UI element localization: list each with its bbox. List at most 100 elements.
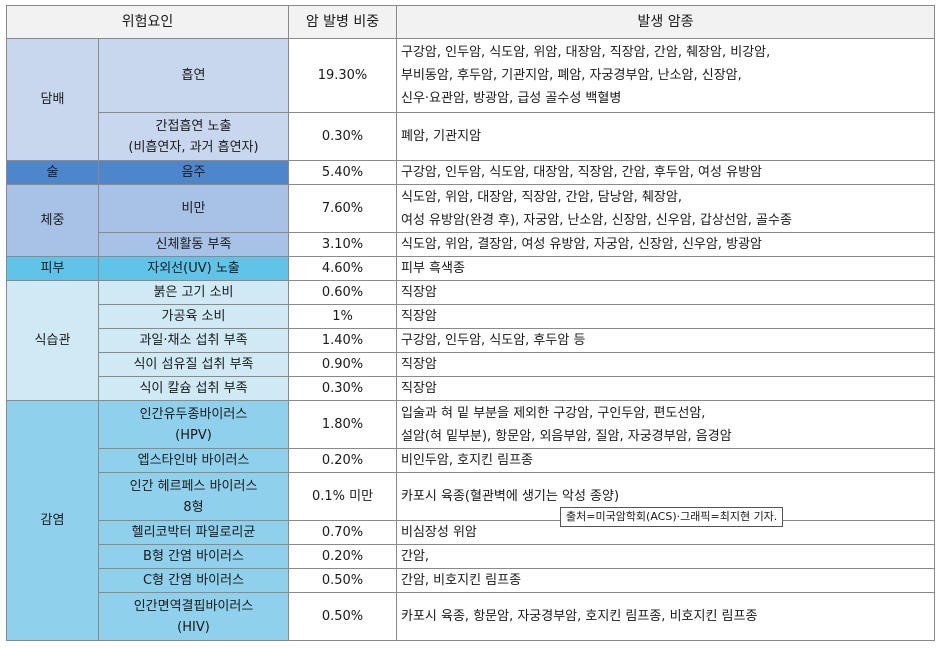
cancer-types-line: 카포시 육종(혈관벽에 생기는 악성 종양) bbox=[401, 489, 620, 504]
ratio-value: 0.20% bbox=[288, 544, 397, 569]
category-alcohol: 술 bbox=[6, 160, 99, 185]
cancer-types: 카포시 육종, 항문암, 자궁경부암, 호지킨 림프종, 비호지킨 림프종 bbox=[396, 592, 935, 641]
cancer-types-line: 직장암 bbox=[401, 285, 437, 300]
risk-factor: 흡연 bbox=[98, 38, 289, 113]
table-row: 인간면역결핍바이러스 (HIV) 0.50% 카포시 육종, 항문암, 자궁경부… bbox=[7, 592, 935, 641]
cancer-types-line: 간암, 비호지킨 림프종 bbox=[401, 573, 522, 588]
table-row: C형 간염 바이러스 0.50% 간암, 비호지킨 림프종 bbox=[7, 568, 935, 593]
risk-factor-line: 8형 bbox=[183, 499, 204, 515]
risk-factor: 붉은 고기 소비 bbox=[98, 280, 289, 305]
table-row: 감염 인간유두종바이러스 (HPV) 1.80% 입술과 혀 밑 부분을 제외한… bbox=[6, 400, 935, 641]
cancer-types-line: 식도암, 위암, 대장암, 직장암, 간암, 담낭암, 췌장암, bbox=[401, 189, 682, 205]
cancer-types: 직장암 bbox=[396, 352, 935, 377]
ratio-value: 0.50% bbox=[288, 592, 397, 641]
cancer-types: 구강암, 인두암, 식도암, 위암, 대장암, 직장암, 간암, 췌장암, 비강… bbox=[396, 38, 935, 113]
cancer-types-line: 직장암 bbox=[401, 309, 437, 324]
cancer-types-line: 부비동암, 후두암, 기관지암, 폐암, 자궁경부암, 난소암, 신장암, bbox=[401, 68, 742, 83]
cancer-types: 입술과 혀 밑 부분을 제외한 구강암, 구인두암, 편도선암, 설암(혀 밑부… bbox=[396, 400, 935, 449]
table-row: 인간 헤르페스 바이러스 8형 0.1% 미만 카포시 육종(혈관벽에 생기는 … bbox=[7, 472, 935, 521]
cancer-types: 식도암, 위암, 결장암, 여성 유방암, 자궁암, 신장암, 신우암, 방광암 bbox=[396, 232, 935, 257]
cancer-types: 간암, 비호지킨 림프종 bbox=[396, 568, 935, 593]
table-row: 과일·채소 섭취 부족 1.40% 구강암, 인두암, 식도암, 후두암 등 bbox=[7, 328, 935, 353]
ratio-value: 3.10% bbox=[288, 232, 397, 257]
category-smoking: 담배 bbox=[6, 38, 99, 161]
cancer-types: 구강암, 인두암, 식도암, 후두암 등 bbox=[396, 328, 935, 353]
header-types: 발생 암종 bbox=[396, 5, 935, 39]
ratio-value: 7.60% bbox=[288, 184, 397, 233]
risk-factor-line: 간접흡연 노출 bbox=[155, 118, 232, 134]
cancer-risk-table: 위험요인 암 발병 비중 발생 암종 담배 흡연 19.30% 구강암, 인두암… bbox=[6, 5, 935, 641]
cancer-types-line: 설암(혀 밑부분), 항문암, 외음부암, 질암, 자궁경부암, 음경암 bbox=[401, 428, 732, 444]
cancer-types-line: 직장암 bbox=[401, 381, 437, 396]
risk-factor: 가공육 소비 bbox=[98, 304, 289, 329]
header-ratio: 암 발병 비중 bbox=[288, 5, 397, 39]
risk-factor: 비만 bbox=[98, 184, 289, 233]
table-row: 간접흡연 노출 (비흡연자, 과거 흡연자) 0.30% 폐암, 기관지암 bbox=[7, 112, 935, 161]
table-row: B형 간염 바이러스 0.20% 간암, bbox=[7, 544, 935, 569]
table-row: 식습관 붉은 고기 소비 0.60% 직장암 bbox=[6, 280, 935, 401]
risk-factor: 간접흡연 노출 (비흡연자, 과거 흡연자) bbox=[98, 112, 289, 161]
cancer-types-line: 비인두암, 호지킨 림프종 bbox=[401, 453, 533, 468]
risk-factor: 식이 칼슘 섭취 부족 bbox=[98, 376, 289, 401]
cancer-types-line: 식도암, 위암, 결장암, 여성 유방암, 자궁암, 신장암, 신우암, 방광암 bbox=[401, 237, 762, 252]
risk-factor: B형 간염 바이러스 bbox=[98, 544, 289, 569]
risk-factor-line: (비흡연자, 과거 흡연자) bbox=[128, 139, 259, 155]
cancer-types-line: 간암, bbox=[401, 549, 430, 564]
risk-factor: C형 간염 바이러스 bbox=[98, 568, 289, 593]
risk-factor: 식이 섬유질 섭취 부족 bbox=[98, 352, 289, 377]
cancer-types: 구강암, 인두암, 식도암, 대장암, 직장암, 간암, 후두암, 여성 유방암 bbox=[396, 160, 935, 185]
cancer-types-line: 직장암 bbox=[401, 357, 437, 372]
cancer-types-line: 피부 흑색종 bbox=[401, 261, 465, 276]
cancer-types: 폐암, 기관지암 bbox=[396, 112, 935, 161]
cancer-types: 피부 흑색종 bbox=[396, 256, 935, 281]
risk-factor-line: (HPV) bbox=[175, 427, 212, 443]
ratio-value: 0.50% bbox=[288, 568, 397, 593]
cancer-types-line: 입술과 혀 밑 부분을 제외한 구강암, 구인두암, 편도선암, bbox=[401, 405, 706, 421]
category-diet: 식습관 bbox=[6, 280, 99, 401]
cancer-types-line: 카포시 육종, 항문암, 자궁경부암, 호지킨 림프종, 비호지킨 림프종 bbox=[401, 609, 758, 624]
ratio-value: 0.30% bbox=[288, 376, 397, 401]
cancer-types-line: 비심장성 위암 bbox=[401, 525, 477, 540]
cancer-types: 직장암 bbox=[396, 376, 935, 401]
cancer-types-line: 신우·요관암, 방광암, 급성 골수성 백혈병 bbox=[401, 91, 622, 106]
ratio-value: 1% bbox=[288, 304, 397, 329]
ratio-value: 1.40% bbox=[288, 328, 397, 353]
ratio-value: 0.20% bbox=[288, 448, 397, 473]
header-risk: 위험요인 bbox=[6, 5, 289, 39]
risk-factor-line: 인간 헤르페스 바이러스 bbox=[129, 478, 258, 494]
risk-factor-line: 인간면역결핍바이러스 bbox=[133, 598, 254, 614]
cancer-types: 식도암, 위암, 대장암, 직장암, 간암, 담낭암, 췌장암, 여성 유방암(… bbox=[396, 184, 935, 233]
cancer-types: 직장암 bbox=[396, 304, 935, 329]
risk-factor: 과일·채소 섭취 부족 bbox=[98, 328, 289, 353]
risk-factor: 신체활동 부족 bbox=[98, 232, 289, 257]
risk-factor: 자외선(UV) 노출 bbox=[98, 256, 289, 281]
ratio-value: 0.90% bbox=[288, 352, 397, 377]
category-skin: 피부 bbox=[6, 256, 99, 281]
cancer-types-line: 구강암, 인두암, 식도암, 위암, 대장암, 직장암, 간암, 췌장암, 비강… bbox=[401, 45, 771, 60]
ratio-value: 1.80% bbox=[288, 400, 397, 449]
table-row: 가공육 소비 1% 직장암 bbox=[7, 304, 935, 329]
risk-factor: 인간 헤르페스 바이러스 8형 bbox=[98, 472, 289, 521]
table-row: 헬리코박터 파일로리균 0.70% 비심장성 위암 bbox=[7, 520, 935, 545]
cancer-types-line: 폐암, 기관지암 bbox=[401, 129, 482, 144]
ratio-value: 0.60% bbox=[288, 280, 397, 305]
ratio-value: 19.30% bbox=[288, 38, 397, 113]
risk-factor: 엡스타인바 바이러스 bbox=[98, 448, 289, 473]
cancer-types-line: 구강암, 인두암, 식도암, 후두암 등 bbox=[401, 333, 586, 348]
category-weight: 체중 bbox=[6, 184, 99, 257]
cancer-types-line: 여성 유방암(완경 후), 자궁암, 난소암, 신장암, 신우암, 갑상선암, … bbox=[401, 212, 792, 228]
table-row: 담배 흡연 19.30% 구강암, 인두암, 식도암, 위암, 대장암, 직장암… bbox=[6, 38, 935, 161]
risk-factor-line: (HIV) bbox=[177, 619, 210, 635]
risk-factor: 헬리코박터 파일로리균 bbox=[98, 520, 289, 545]
cancer-types: 직장암 bbox=[396, 280, 935, 305]
risk-factor-line: 인간유두종바이러스 bbox=[139, 406, 248, 422]
ratio-value: 0.70% bbox=[288, 520, 397, 545]
risk-factor: 인간면역결핍바이러스 (HIV) bbox=[98, 592, 289, 641]
risk-factor: 음주 bbox=[98, 160, 289, 185]
table-row: 술 음주 5.40% 구강암, 인두암, 식도암, 대장암, 직장암, 간암, … bbox=[6, 160, 935, 185]
ratio-value: 4.60% bbox=[288, 256, 397, 281]
ratio-value: 0.1% 미만 bbox=[288, 472, 397, 521]
cancer-types: 간암, bbox=[396, 544, 935, 569]
ratio-value: 5.40% bbox=[288, 160, 397, 185]
header-row: 위험요인 암 발병 비중 발생 암종 bbox=[6, 5, 935, 39]
